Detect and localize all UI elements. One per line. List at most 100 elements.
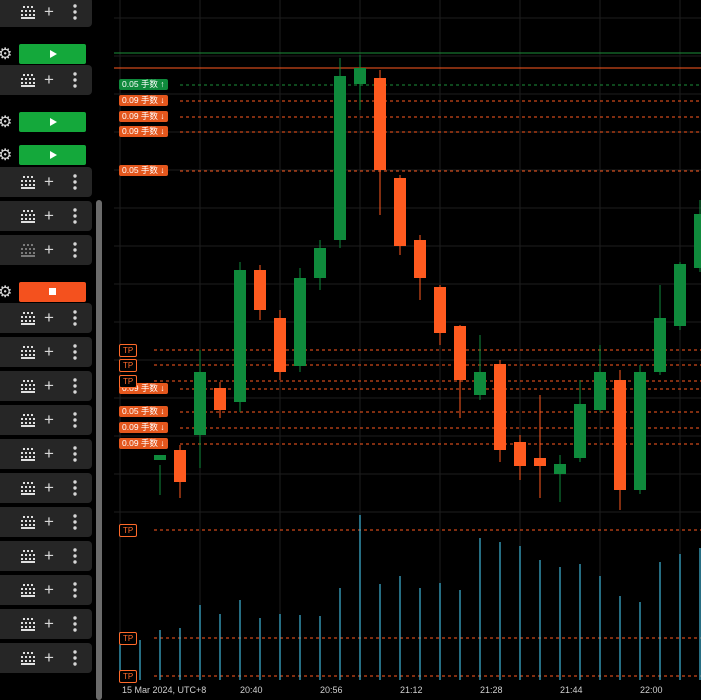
strategy-row[interactable]: +	[0, 371, 92, 401]
grid-icon[interactable]	[21, 617, 35, 631]
strategy-row[interactable]: +	[0, 337, 92, 367]
sell-order-label[interactable]: 0.09 手数 ↓	[119, 383, 168, 394]
candle-body	[214, 388, 226, 410]
grid-icon[interactable]	[21, 5, 35, 19]
more-vertical-icon[interactable]	[72, 479, 78, 497]
plus-icon[interactable]: +	[44, 240, 54, 259]
plus-icon[interactable]: +	[44, 648, 54, 667]
plus-icon[interactable]: +	[44, 70, 54, 89]
grid-icon[interactable]	[21, 209, 35, 223]
grid-icon[interactable]	[21, 311, 35, 325]
plus-icon[interactable]: +	[44, 444, 54, 463]
grid-icon[interactable]	[21, 515, 35, 529]
plus-icon[interactable]: +	[44, 546, 54, 565]
plus-icon[interactable]: +	[44, 308, 54, 327]
take-profit-label[interactable]: TP	[119, 670, 138, 683]
more-vertical-icon[interactable]	[72, 241, 78, 259]
strategy-row[interactable]: +	[0, 0, 92, 27]
strategy-row[interactable]: +	[0, 65, 92, 95]
strategy-row[interactable]: +	[0, 473, 92, 503]
plus-icon[interactable]: +	[44, 376, 54, 395]
grid-icon[interactable]	[21, 243, 35, 257]
strategy-row[interactable]: +	[0, 303, 92, 333]
grid-icon[interactable]	[21, 345, 35, 359]
sell-order-label[interactable]: 0.09 手数 ↓	[119, 422, 168, 433]
chart-canvas[interactable]	[114, 0, 701, 700]
candle-body	[434, 287, 446, 333]
play-icon	[50, 151, 57, 159]
strategy-row[interactable]: +	[0, 439, 92, 469]
candle-body	[374, 78, 386, 170]
plus-icon[interactable]: +	[44, 580, 54, 599]
more-vertical-icon[interactable]	[72, 445, 78, 463]
grid-icon[interactable]	[21, 481, 35, 495]
candle-body	[414, 240, 426, 278]
gear-icon[interactable]: ⚙	[0, 46, 13, 63]
buy-order-label[interactable]: 0.05 手数 ↑	[119, 79, 168, 90]
plus-icon[interactable]: +	[44, 410, 54, 429]
more-vertical-icon[interactable]	[72, 411, 78, 429]
more-vertical-icon[interactable]	[72, 615, 78, 633]
more-vertical-icon[interactable]	[72, 377, 78, 395]
chart-overlay: 0.05 手数 ↑ 0.09 手数 ↓ 0.09 手数 ↓ 0.09 手数 ↓ 0.05…	[114, 0, 701, 700]
strategy-row[interactable]: +	[0, 575, 92, 605]
sell-order-label[interactable]: 0.09 手数 ↓	[119, 95, 168, 106]
candle-body	[294, 278, 306, 366]
more-vertical-icon[interactable]	[72, 71, 78, 89]
grid-icon[interactable]	[21, 583, 35, 597]
plus-icon[interactable]: +	[44, 478, 54, 497]
sell-order-label[interactable]: 0.05 手数 ↓	[119, 406, 168, 417]
take-profit-label[interactable]: TP	[119, 524, 138, 537]
grid-icon[interactable]	[21, 413, 35, 427]
sell-order-label[interactable]: 0.09 手数 ↓	[119, 438, 168, 449]
sell-order-label[interactable]: 0.09 手数 ↓	[119, 126, 168, 137]
price-chart[interactable]: 0.05 手数 ↑ 0.09 手数 ↓ 0.09 手数 ↓ 0.09 手数 ↓ 0.05…	[114, 0, 701, 700]
plus-icon[interactable]: +	[44, 512, 54, 531]
strategy-row[interactable]: +	[0, 541, 92, 571]
sell-order-label[interactable]: 0.05 手数 ↓	[119, 165, 168, 176]
strategy-run-row: ⚙	[0, 44, 92, 68]
play-button[interactable]	[19, 145, 86, 165]
more-vertical-icon[interactable]	[72, 3, 78, 21]
gear-icon[interactable]: ⚙	[0, 284, 13, 301]
grid-icon[interactable]	[21, 175, 35, 189]
grid-icon[interactable]	[21, 651, 35, 665]
strategy-row[interactable]: +	[0, 201, 92, 231]
take-profit-label[interactable]: TP	[119, 359, 138, 372]
plus-icon[interactable]: +	[44, 2, 54, 21]
candle-body	[534, 458, 546, 466]
grid-icon[interactable]	[21, 379, 35, 393]
candle-body	[494, 364, 506, 450]
grid-icon[interactable]	[21, 447, 35, 461]
take-profit-label[interactable]: TP	[119, 632, 138, 645]
plus-icon[interactable]: +	[44, 342, 54, 361]
more-vertical-icon[interactable]	[72, 513, 78, 531]
more-vertical-icon[interactable]	[72, 649, 78, 667]
more-vertical-icon[interactable]	[72, 343, 78, 361]
plus-icon[interactable]: +	[44, 614, 54, 633]
sidebar-scrollbar-thumb[interactable]	[96, 200, 102, 700]
plus-icon[interactable]: +	[44, 172, 54, 191]
gear-icon[interactable]: ⚙	[0, 114, 13, 131]
play-button[interactable]	[19, 44, 86, 64]
plus-icon[interactable]: +	[44, 206, 54, 225]
sell-order-label[interactable]: 0.09 手数 ↓	[119, 111, 168, 122]
play-button[interactable]	[19, 112, 86, 132]
grid-icon[interactable]	[21, 549, 35, 563]
stop-button[interactable]	[19, 282, 86, 302]
more-vertical-icon[interactable]	[72, 581, 78, 599]
take-profit-label[interactable]: TP	[119, 344, 138, 357]
strategy-row[interactable]: +	[0, 167, 92, 197]
strategy-row[interactable]: +	[0, 235, 92, 265]
strategy-row[interactable]: +	[0, 643, 92, 673]
more-vertical-icon[interactable]	[72, 547, 78, 565]
strategy-row[interactable]: +	[0, 507, 92, 537]
gear-icon[interactable]: ⚙	[0, 147, 13, 164]
take-profit-label[interactable]: TP	[119, 375, 138, 388]
more-vertical-icon[interactable]	[72, 173, 78, 191]
strategy-row[interactable]: +	[0, 609, 92, 639]
grid-icon[interactable]	[21, 73, 35, 87]
more-vertical-icon[interactable]	[72, 207, 78, 225]
more-vertical-icon[interactable]	[72, 309, 78, 327]
strategy-row[interactable]: +	[0, 405, 92, 435]
